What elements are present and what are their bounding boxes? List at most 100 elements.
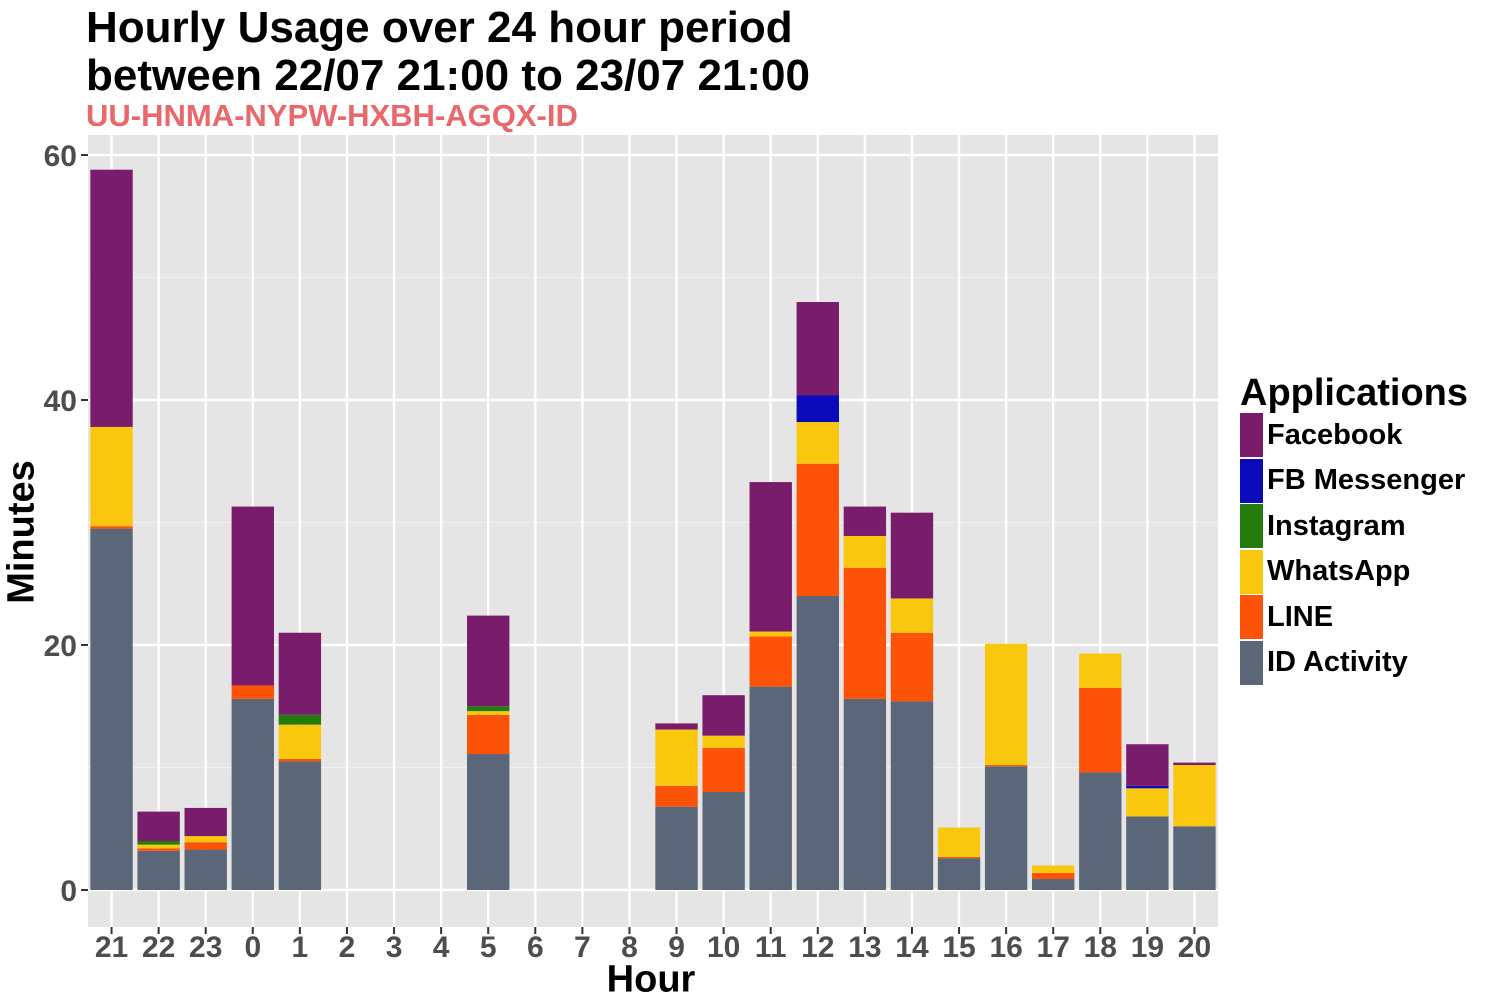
x-tick-label: 13 bbox=[848, 931, 881, 964]
bar-segment-whatsapp bbox=[1126, 788, 1169, 817]
legend-item: FB Messenger bbox=[1240, 458, 1465, 504]
bar-segment-facebook bbox=[843, 506, 887, 536]
bar-segment-whatsapp bbox=[278, 724, 322, 759]
y-tick-label: 20 bbox=[44, 630, 77, 663]
bar-segment-facebook bbox=[1173, 762, 1216, 766]
y-tick-label: 40 bbox=[44, 385, 77, 418]
bar-segment-id-activity bbox=[90, 528, 133, 890]
bar-segment-whatsapp bbox=[1173, 765, 1216, 827]
bar-segment-id-activity bbox=[1032, 878, 1075, 890]
x-tick-label: 5 bbox=[480, 931, 497, 964]
bar-segment-line bbox=[278, 758, 322, 762]
x-tick-label: 18 bbox=[1084, 931, 1117, 964]
bar-segment-line bbox=[1079, 687, 1122, 773]
bar-segment-id-activity bbox=[278, 761, 322, 890]
x-tick-label: 0 bbox=[244, 931, 261, 964]
bar-segment-id-activity bbox=[937, 858, 981, 890]
x-tick-label: 20 bbox=[1178, 931, 1211, 964]
bar-segment-line bbox=[90, 526, 133, 529]
bar-segment-whatsapp bbox=[843, 535, 887, 568]
legend-swatch bbox=[1240, 595, 1263, 639]
x-tick-label: 9 bbox=[668, 931, 685, 964]
bar-segment-line bbox=[843, 567, 887, 699]
x-tick-label: 2 bbox=[339, 931, 356, 964]
x-tick-label: 17 bbox=[1037, 931, 1070, 964]
bar-segment-line bbox=[655, 785, 698, 807]
x-tick-label: 15 bbox=[942, 931, 975, 964]
bar-segment-line bbox=[702, 747, 745, 792]
legend-item: Instagram bbox=[1240, 503, 1406, 549]
bar-segment-whatsapp bbox=[467, 711, 510, 715]
bar-segment-id-activity bbox=[655, 806, 698, 890]
bar-segment-id-activity bbox=[702, 792, 745, 890]
bar-segment-id-activity bbox=[890, 701, 934, 890]
chart-title-line-2: between 22/07 21:00 to 23/07 21:00 bbox=[86, 51, 810, 100]
chart-title: Hourly Usage over 24 hour period between… bbox=[86, 4, 810, 100]
x-tick-label: 14 bbox=[895, 931, 929, 964]
bar-segment-line bbox=[1032, 872, 1075, 879]
bar-segment-facebook bbox=[90, 169, 133, 427]
bar-segment-instagram bbox=[467, 706, 510, 712]
bar-segment-line bbox=[231, 685, 274, 699]
bar-segment-facebook bbox=[467, 615, 510, 707]
legend-title: Applications bbox=[1240, 372, 1469, 414]
bar-segment-whatsapp bbox=[937, 827, 981, 857]
plot-panel bbox=[88, 135, 1218, 927]
bar-segment-id-activity bbox=[984, 766, 1028, 890]
bar-segment-id-activity bbox=[749, 686, 792, 890]
bar-segment-whatsapp bbox=[90, 426, 133, 527]
bar-segment-line bbox=[749, 636, 792, 687]
x-tick-label: 6 bbox=[527, 931, 544, 964]
bar-segment-id-activity bbox=[1173, 826, 1216, 890]
bar-segment-whatsapp bbox=[184, 836, 227, 843]
bar-segment-whatsapp bbox=[890, 598, 934, 633]
legend-swatch bbox=[1240, 504, 1263, 548]
legend-item: WhatsApp bbox=[1240, 549, 1410, 595]
legend-label: Instagram bbox=[1267, 509, 1406, 542]
bar-segment-line bbox=[137, 848, 180, 851]
bar-segment-whatsapp bbox=[655, 729, 698, 786]
bar-segment-whatsapp bbox=[796, 422, 839, 464]
bar-segment-facebook bbox=[1126, 744, 1169, 786]
bar-segment-instagram bbox=[278, 714, 322, 725]
bar-segment-whatsapp bbox=[984, 643, 1028, 766]
legend-label: WhatsApp bbox=[1267, 555, 1411, 587]
x-tick-label: 22 bbox=[142, 931, 175, 964]
x-axis-label: Hour bbox=[606, 958, 696, 1001]
bar-segment-line bbox=[467, 714, 510, 755]
bar-segment-facebook bbox=[702, 695, 745, 736]
x-tick-label: 19 bbox=[1131, 931, 1164, 964]
bar-segment-instagram bbox=[137, 841, 180, 845]
legend-swatch bbox=[1240, 640, 1263, 685]
bar-segment-facebook bbox=[137, 811, 180, 841]
bar-segment-line bbox=[937, 856, 981, 859]
bar-segment-id-activity bbox=[843, 698, 887, 890]
chart-subtitle: UU-HNMA-NYPW-HXBH-AGQX-ID bbox=[86, 98, 578, 133]
bar-segment-id-activity bbox=[1079, 772, 1122, 890]
bar-segment-line bbox=[184, 842, 227, 850]
x-tick-label: 3 bbox=[386, 931, 403, 964]
bar-segment-fb-messenger bbox=[1126, 785, 1169, 789]
x-tick-label: 10 bbox=[707, 931, 740, 964]
legend-label: LINE bbox=[1267, 600, 1334, 633]
x-tick-label: 21 bbox=[95, 931, 128, 964]
legend-label: FB Messenger bbox=[1267, 464, 1466, 496]
bar-segment-facebook bbox=[749, 482, 792, 632]
chart-title-line-1: Hourly Usage over 24 hour period bbox=[86, 3, 793, 52]
bar-segment-facebook bbox=[278, 632, 322, 715]
legend-item: Facebook bbox=[1240, 412, 1402, 458]
x-tick-label: 8 bbox=[621, 931, 638, 964]
bar-segment-facebook bbox=[655, 723, 698, 730]
bar-segment-id-activity bbox=[137, 850, 180, 890]
x-tick-label: 16 bbox=[989, 931, 1022, 964]
bar-segment-id-activity bbox=[184, 849, 227, 890]
legend-item: LINE bbox=[1240, 594, 1333, 640]
bar-segment-facebook bbox=[184, 807, 227, 837]
bar-segment-id-activity bbox=[231, 698, 274, 890]
bar-segment-id-activity bbox=[1126, 816, 1169, 890]
x-tick-label: 12 bbox=[801, 931, 834, 964]
bar-segment-whatsapp bbox=[702, 735, 745, 748]
bar-segment-whatsapp bbox=[1032, 865, 1075, 873]
x-tick-label: 23 bbox=[189, 931, 222, 964]
